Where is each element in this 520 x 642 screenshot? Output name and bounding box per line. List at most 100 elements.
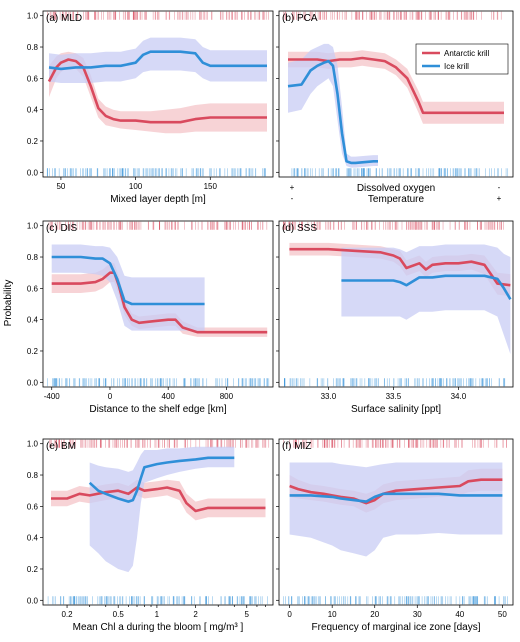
plot-area (47, 221, 270, 387)
y-tick-label: 0.8 (27, 253, 39, 262)
ci-band-ice (341, 244, 511, 355)
panel-title: (a) MLD (46, 13, 82, 24)
x-tick-label: 33.5 (386, 392, 402, 401)
y-tick-label: 1.0 (27, 12, 39, 21)
x-axis-label: Mixed layer depth [m] (110, 194, 206, 205)
panel-frame (278, 220, 514, 388)
ci-band-ice (51, 244, 205, 331)
panel-title: (b) PCA (282, 13, 318, 24)
y-tick-label: 0.0 (27, 168, 39, 177)
x-tick-label: 150 (204, 182, 218, 191)
panel-title: (e) BM (46, 441, 76, 452)
panel-frame (278, 10, 514, 178)
panel-1: (a) MLD 0.0 0.2 0.4 0.6 0.8 1.0 50 100 150 Mixed l… (27, 10, 274, 205)
panel-3: (c) DIS 0.0 0.2 0.4 0.6 0.8 1.0 -400 0 400 800 Dist… (27, 220, 274, 415)
plot-area (283, 11, 509, 177)
x-axis-label-line: Dissolved oxygen (357, 183, 435, 194)
series-line-antarctic (289, 247, 511, 287)
x-tick-label: 50 (498, 610, 507, 619)
plot-area (283, 221, 512, 387)
y-tick-label: 0.6 (27, 74, 39, 83)
x-tick-label: 0 (108, 392, 113, 401)
x-tick-label: 800 (220, 392, 234, 401)
panel-6: (f) MIZ 0 10 20 30 40 50 Frequency of marginal … (276, 438, 514, 633)
x-tick-label: 10 (328, 610, 337, 619)
x-tick-label: 33.0 (321, 392, 337, 401)
y-tick-label: 0.0 (27, 378, 39, 387)
x-axis-label: Mean Chl a during the bloom [ mg/m³ ] (73, 622, 244, 633)
series-line-ice (341, 274, 512, 300)
series-line-antarctic (51, 486, 266, 513)
series-line-antarctic (288, 56, 504, 115)
plot-area (46, 11, 269, 177)
x-direction-mark: + (497, 194, 502, 203)
legend: Antarctic krill Ice krill (415, 43, 509, 75)
y-tick-label: 0.4 (27, 534, 39, 543)
x-tick-label: 20 (370, 610, 379, 619)
y-tick-label: 0.2 (27, 565, 39, 574)
series-line-ice (88, 456, 235, 503)
panel-title: (c) DIS (46, 223, 77, 234)
x-direction-mark: + (290, 183, 295, 192)
legend-label-antarctic: Antarctic krill (444, 49, 490, 58)
y-tick-label: 0.6 (27, 284, 39, 293)
x-tick-label: 100 (129, 182, 143, 191)
plot-area (47, 439, 270, 605)
x-tick-label: 5 (245, 610, 250, 619)
x-tick-label: 0.5 (113, 610, 125, 619)
legend-label-ice: Ice krill (444, 62, 469, 71)
y-tick-label: 0.8 (27, 471, 39, 480)
y-tick-label: 0.0 (27, 596, 39, 605)
ci-band-ice (89, 446, 235, 573)
panel-frame (42, 10, 274, 178)
y-tick-label: 0.6 (27, 502, 39, 511)
y-tick-label: 1.0 (27, 222, 39, 231)
y-tick-label: 0.2 (27, 347, 39, 356)
panel-title: (f) MIZ (282, 441, 311, 452)
x-direction-mark: - (498, 183, 501, 192)
series-line-antarctic (51, 271, 268, 334)
panel-frame (278, 438, 514, 606)
ci-band-ice (289, 462, 503, 557)
legend-box (415, 43, 509, 75)
panel-4: (d) SSS 33.0 33.5 34.0 Surface salinity [ppt… (276, 220, 514, 415)
x-axis-label: Distance to the shelf edge [km] (89, 404, 227, 415)
x-tick-label: 2 (193, 610, 198, 619)
ci-band-antarctic (51, 263, 268, 337)
series-line-antarctic (289, 478, 503, 505)
y-tick-label: 0.2 (27, 137, 39, 146)
y-axis-label: Probability (3, 280, 14, 327)
x-tick-label: -400 (44, 392, 61, 401)
series-line-ice (289, 492, 503, 503)
panel-frame (42, 438, 274, 606)
ci-band-antarctic (288, 50, 504, 124)
x-tick-label: 400 (162, 392, 176, 401)
ci-band-antarctic (51, 479, 266, 521)
series-line-ice (48, 50, 267, 71)
x-axis-label: Frequency of marginal ice zone [days] (312, 622, 481, 633)
x-tick-label: 0 (287, 610, 292, 619)
x-axis-label-line: Temperature (368, 194, 425, 205)
series-line-antarctic (47, 58, 267, 124)
y-tick-label: 1.0 (27, 440, 39, 449)
panel-title: (d) SSS (282, 223, 317, 234)
x-tick-label: 30 (413, 610, 422, 619)
x-tick-label: 34.0 (451, 392, 467, 401)
y-tick-label: 0.4 (27, 316, 39, 325)
series-line-ice (287, 59, 378, 165)
series-line-ice (51, 255, 205, 306)
ci-band-ice (288, 43, 378, 168)
x-tick-label: 0.2 (61, 610, 73, 619)
x-axis-label: Surface salinity [ppt] (351, 404, 441, 415)
x-tick-label: 40 (455, 610, 464, 619)
ci-band-ice (49, 37, 267, 83)
y-tick-label: 0.8 (27, 43, 39, 52)
x-direction-mark: - (291, 194, 294, 203)
plot-area (283, 439, 508, 605)
panel-frame (42, 220, 274, 388)
y-tick-label: 0.4 (27, 106, 39, 115)
